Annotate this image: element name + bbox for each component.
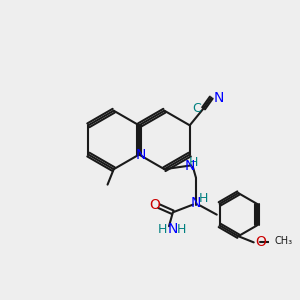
Text: N: N (135, 148, 146, 162)
Text: O: O (150, 198, 160, 212)
Text: H: H (199, 192, 208, 205)
Text: N: N (168, 222, 178, 236)
Text: H: H (189, 156, 198, 169)
Text: C: C (193, 102, 201, 115)
Text: CH₃: CH₃ (274, 236, 292, 246)
Text: N: N (184, 159, 195, 173)
Text: H: H (158, 223, 167, 236)
Text: N: N (214, 91, 224, 105)
Text: O: O (255, 236, 266, 249)
Text: H: H (177, 223, 186, 236)
Text: N: N (191, 196, 201, 210)
